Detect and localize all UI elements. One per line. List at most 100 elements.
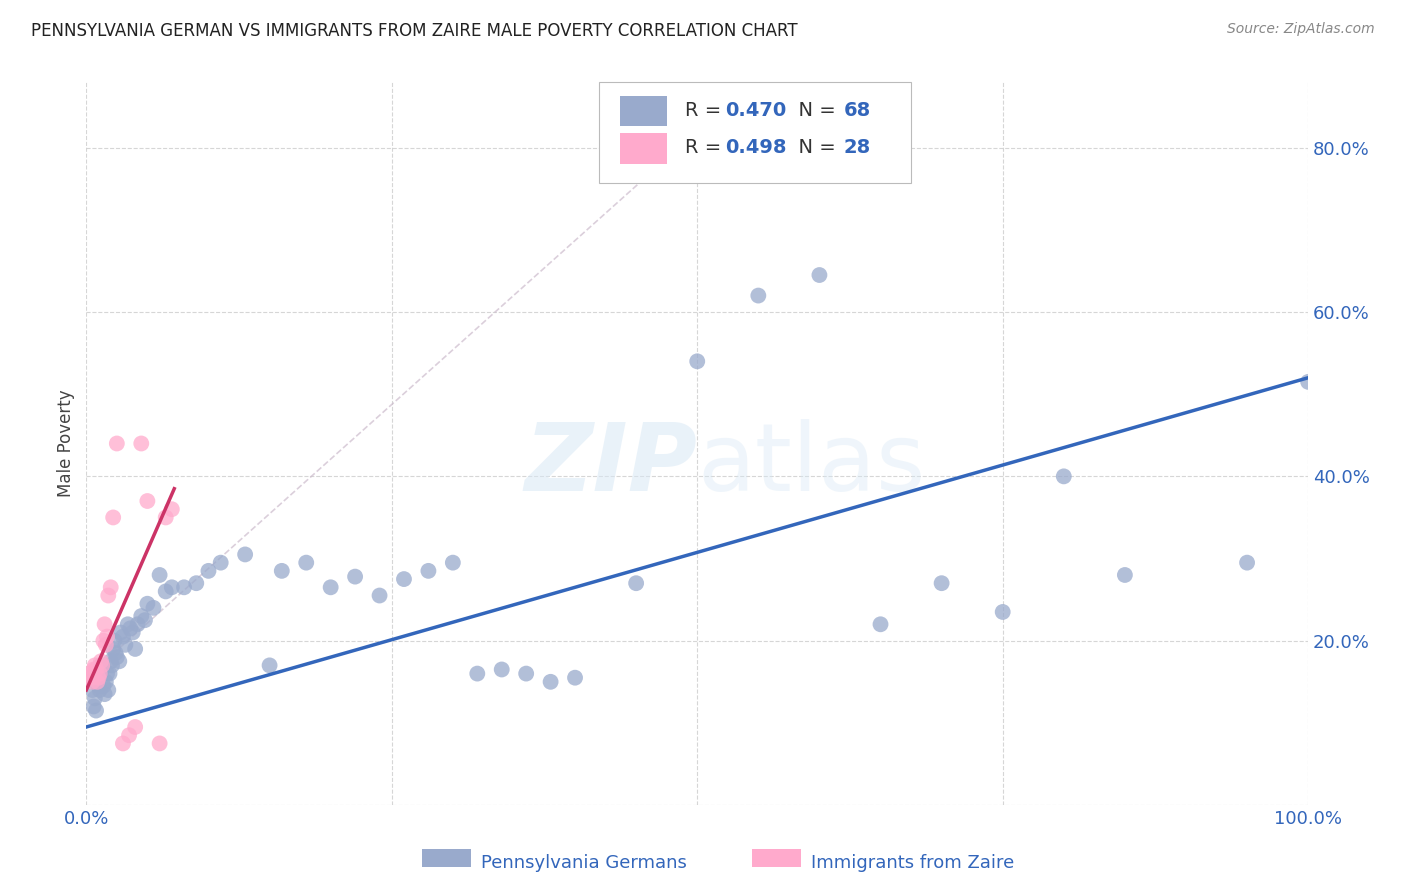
Point <box>110 625 132 640</box>
Text: Immigrants from Zaire: Immigrants from Zaire <box>811 854 1015 871</box>
Point <box>101 642 124 657</box>
Point <box>149 736 172 750</box>
Point <box>82 683 104 698</box>
Point <box>121 625 143 640</box>
Point <box>1053 469 1076 483</box>
Point <box>94 638 117 652</box>
Point <box>89 666 111 681</box>
Point <box>686 354 709 368</box>
Point <box>344 569 367 583</box>
Point <box>142 600 165 615</box>
Point <box>124 720 146 734</box>
Point <box>98 666 121 681</box>
Point <box>124 642 146 657</box>
Point <box>103 633 125 648</box>
Text: ZIP: ZIP <box>524 419 697 511</box>
Point <box>93 617 115 632</box>
FancyBboxPatch shape <box>620 133 666 163</box>
Text: atlas: atlas <box>697 419 925 511</box>
Point <box>136 597 159 611</box>
Point <box>1236 556 1258 570</box>
Point <box>93 687 115 701</box>
Point <box>111 736 134 750</box>
Point <box>491 663 513 677</box>
Point <box>83 658 105 673</box>
Point <box>96 666 118 681</box>
Point <box>97 683 120 698</box>
Point <box>869 617 891 632</box>
Point <box>79 666 101 681</box>
Text: 0.470: 0.470 <box>725 101 786 120</box>
Text: 68: 68 <box>844 101 872 120</box>
Point <box>83 663 105 677</box>
Point <box>104 646 127 660</box>
Point <box>134 613 156 627</box>
Point <box>80 671 103 685</box>
Point <box>295 556 318 570</box>
Point <box>209 556 232 570</box>
Point <box>105 650 128 665</box>
Text: N =: N = <box>786 101 842 120</box>
Point <box>105 436 128 450</box>
Point <box>155 584 177 599</box>
Point <box>155 510 177 524</box>
Point <box>418 564 440 578</box>
Point <box>96 630 118 644</box>
Text: 0.498: 0.498 <box>725 138 787 157</box>
Point <box>89 683 111 698</box>
Point <box>392 572 415 586</box>
Point <box>515 666 537 681</box>
Point <box>540 674 562 689</box>
Text: Source: ZipAtlas.com: Source: ZipAtlas.com <box>1227 22 1375 37</box>
Point <box>129 436 152 450</box>
Point <box>136 494 159 508</box>
Point <box>83 691 105 706</box>
Point <box>100 654 122 668</box>
Point <box>117 617 139 632</box>
Point <box>84 663 107 677</box>
Point <box>94 674 117 689</box>
Point <box>160 580 183 594</box>
Text: 28: 28 <box>844 138 872 157</box>
Text: R =: R = <box>685 101 727 120</box>
Point <box>82 674 104 689</box>
Point <box>86 674 108 689</box>
Point <box>747 288 769 302</box>
Point <box>233 548 256 562</box>
Point <box>91 658 114 673</box>
Point <box>114 638 136 652</box>
Text: Pennsylvania Germans: Pennsylvania Germans <box>481 854 686 871</box>
Point <box>173 580 195 594</box>
Point <box>186 576 208 591</box>
Point <box>111 630 134 644</box>
Text: N =: N = <box>786 138 842 157</box>
Point <box>83 699 105 714</box>
Point <box>197 564 219 578</box>
FancyBboxPatch shape <box>599 82 911 183</box>
Point <box>101 510 124 524</box>
Text: R =: R = <box>685 138 727 157</box>
Point <box>441 556 464 570</box>
Y-axis label: Male Poverty: Male Poverty <box>58 390 75 498</box>
Point <box>808 268 831 282</box>
Point <box>129 609 152 624</box>
Point <box>465 666 488 681</box>
Point <box>160 502 183 516</box>
Point <box>931 576 953 591</box>
Point <box>90 658 112 673</box>
Point <box>319 580 342 594</box>
Point <box>87 671 110 685</box>
Point <box>368 589 391 603</box>
Point <box>1296 375 1319 389</box>
Point <box>100 580 122 594</box>
Point <box>1114 568 1136 582</box>
Point <box>93 633 115 648</box>
Point <box>564 671 586 685</box>
Point <box>87 679 110 693</box>
Point <box>108 654 131 668</box>
Point <box>97 589 120 603</box>
Text: PENNSYLVANIA GERMAN VS IMMIGRANTS FROM ZAIRE MALE POVERTY CORRELATION CHART: PENNSYLVANIA GERMAN VS IMMIGRANTS FROM Z… <box>31 22 797 40</box>
FancyBboxPatch shape <box>620 95 666 126</box>
Point <box>149 568 172 582</box>
Point <box>91 663 114 677</box>
